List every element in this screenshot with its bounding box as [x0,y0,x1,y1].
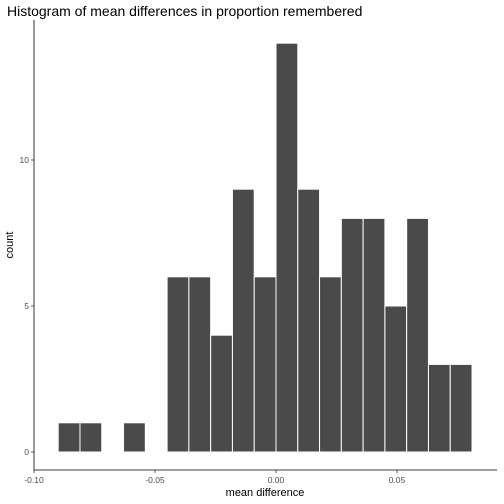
chart-title: Histogram of mean differences in proport… [7,3,362,19]
histogram-bar [449,363,473,453]
histogram-bar [384,305,408,453]
x-tick-label: 0.05 [389,475,406,485]
histogram-bar [297,188,321,453]
histogram-bar [231,188,255,453]
y-tick-label: 10 [20,155,30,165]
histogram-bar [166,276,190,453]
histogram-bar [123,422,146,453]
histogram-bar [275,42,299,453]
histogram-bar [57,422,81,453]
y-ticks-group: 0 5 10 [20,155,34,457]
histogram-bar [188,276,212,453]
histogram-bar [79,422,103,453]
x-tick-label: -0.05 [145,475,165,485]
x-axis-title: mean difference [226,487,305,499]
y-axis-title: count [4,232,16,259]
x-ticks-group: -0.10 -0.05 0.00 0.05 [24,470,406,485]
y-tick-label: 0 [24,447,29,457]
histogram-bar [362,217,386,453]
x-tick-label: -0.10 [24,475,44,485]
histogram-bar [210,334,233,453]
histogram-bar [319,276,342,453]
histogram-bar [406,217,429,453]
x-tick-label: 0.00 [268,475,285,485]
histogram-bar [427,363,451,453]
y-tick-label: 5 [24,301,29,311]
histogram-bar [253,276,277,453]
histogram-bar [340,217,364,453]
bars-group [57,42,473,453]
